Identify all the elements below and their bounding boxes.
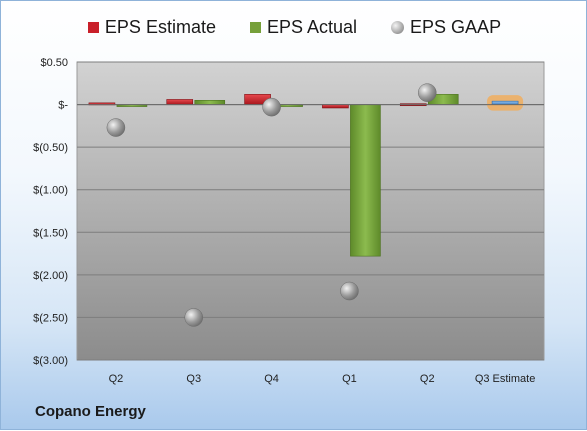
actual-bar: [350, 104, 381, 257]
x-tick-label: Q1: [342, 373, 357, 385]
x-tick-label: Q4: [264, 373, 279, 385]
y-tick-label: $-: [58, 100, 68, 112]
x-tick-label: Q3: [186, 373, 201, 385]
gaap-point: [262, 97, 281, 117]
legend-estimate-label: EPS Estimate: [104, 17, 216, 37]
legend-gaap-label: EPS GAAP: [410, 17, 502, 37]
y-tick-label: $(1.00): [33, 185, 68, 197]
x-tick-label: Q2: [109, 373, 124, 385]
actual-bar: [194, 100, 226, 105]
y-tick-label: $(0.50): [33, 142, 68, 154]
x-axis-labels: Q2 Q3 Q4 Q1 Q2 Q3 Estimate: [109, 373, 536, 385]
legend-actual-label: EPS Actual: [266, 17, 358, 37]
y-tick-label: $(2.50): [33, 312, 68, 324]
legend-estimate: EPS Estimate: [87, 17, 216, 38]
legend-actual: EPS Actual: [249, 17, 358, 38]
y-tick-label: $(3.00): [33, 355, 68, 367]
x-tick-label: Q3 Estimate: [475, 373, 536, 385]
legend-actual-swatch: [249, 22, 261, 33]
estimate-bar: [166, 99, 194, 105]
y-tick-label: $(1.50): [33, 227, 68, 239]
company-name: Copano Energy: [35, 403, 146, 420]
legend: EPS Estimate EPS Actual EPS GAAP: [1, 17, 587, 38]
gaap-point: [340, 281, 359, 301]
legend-estimate-swatch: [87, 22, 99, 33]
legend-gaap: EPS GAAP: [391, 17, 501, 38]
x-tick-label: Q2: [420, 373, 435, 385]
y-axis-labels: $0.50 $- $(0.50) $(1.00) $(1.50) $(2.00) $(2.5…: [33, 57, 68, 367]
next-estimate-bar: [491, 100, 519, 105]
bars: [77, 94, 544, 257]
estimate-bar: [322, 104, 349, 109]
gaap-point: [184, 308, 203, 327]
y-tick-label: $(2.00): [33, 270, 68, 282]
y-tick-label: $0.50: [40, 57, 68, 69]
gaap-points: [106, 83, 437, 327]
legend-gaap-swatch: [391, 21, 405, 34]
gaap-point: [106, 118, 126, 137]
gaap-point: [418, 83, 437, 102]
